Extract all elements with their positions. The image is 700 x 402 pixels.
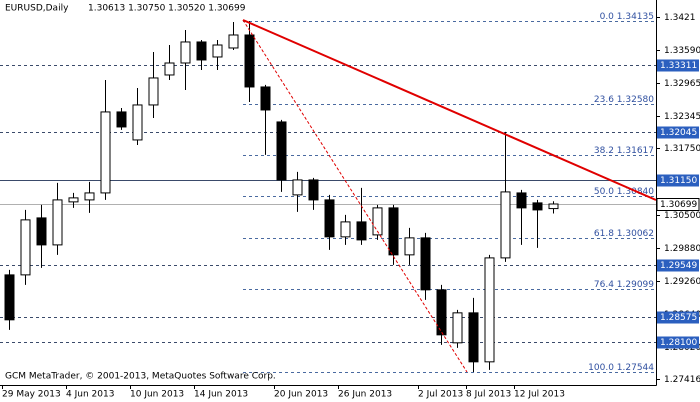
chart-title: EURUSD,Daily bbox=[5, 4, 69, 14]
y-tick-label: 1.33590 bbox=[664, 46, 700, 56]
candle-body bbox=[4, 274, 15, 321]
fib-label: 100.0 1.27544 bbox=[588, 363, 654, 373]
candle-body bbox=[500, 191, 511, 259]
fib-label: 76.4 1.29099 bbox=[594, 280, 654, 290]
candle-body bbox=[340, 221, 351, 238]
candle-body bbox=[148, 77, 159, 106]
level-label: 1.29549 bbox=[660, 261, 697, 271]
candle-body bbox=[548, 203, 559, 210]
level-label: 1.31150 bbox=[660, 176, 697, 186]
candle-body bbox=[276, 121, 287, 181]
level-label: 1.32045 bbox=[660, 128, 697, 138]
candle-body bbox=[36, 217, 47, 246]
candle-body bbox=[356, 221, 367, 241]
candle-body bbox=[84, 192, 95, 201]
price-label: 1.30699 bbox=[660, 200, 697, 210]
y-tick-label: 1.3421 bbox=[664, 13, 696, 23]
y-tick-label: 1.32965 bbox=[664, 79, 700, 89]
candle-body bbox=[484, 257, 495, 363]
candle-body bbox=[100, 111, 111, 194]
candle-body bbox=[164, 62, 175, 76]
candle-body bbox=[468, 312, 479, 363]
candle-body bbox=[308, 179, 319, 201]
x-tick-label: 20 Jun 2013 bbox=[274, 390, 328, 400]
candle-body bbox=[68, 197, 79, 203]
candle-body bbox=[452, 312, 463, 344]
level-label: 1.28100 bbox=[660, 338, 697, 348]
candle-body bbox=[180, 41, 191, 64]
y-tick-label: 1.31750 bbox=[664, 144, 700, 154]
candle-body bbox=[292, 179, 303, 196]
candle-body bbox=[20, 219, 31, 276]
candle-body bbox=[132, 104, 143, 141]
ohlc-text: 1.30613 1.30750 1.30520 1.30699 bbox=[88, 4, 246, 14]
level-label-box bbox=[657, 174, 699, 187]
x-tick-label: 10 Jun 2013 bbox=[130, 390, 184, 400]
candle-body bbox=[388, 207, 399, 256]
fib-label: 50.0 1.30840 bbox=[594, 187, 654, 197]
candle-body bbox=[436, 289, 447, 336]
y-tick-label: 1.32345 bbox=[664, 112, 700, 122]
y-tick-label: 1.27416 bbox=[664, 375, 700, 385]
x-tick-label: 26 Jun 2013 bbox=[338, 390, 392, 400]
level-label: 1.33311 bbox=[660, 61, 697, 71]
level-label-box bbox=[657, 126, 699, 139]
fib-label: 0.0 1.34135 bbox=[600, 12, 654, 22]
level-label-box bbox=[657, 336, 699, 349]
fib-trendline bbox=[242, 19, 468, 373]
candle-body bbox=[404, 237, 415, 256]
x-tick-label: 4 Jun 2013 bbox=[66, 390, 114, 400]
trendline bbox=[242, 19, 657, 201]
candle-body bbox=[516, 192, 527, 209]
candle-body bbox=[52, 199, 63, 246]
candle-body bbox=[260, 86, 271, 111]
fib-label: 61.8 1.30062 bbox=[594, 229, 654, 239]
footer: GCM MetaTrader, © 2001-2013, MetaQuotes … bbox=[5, 372, 276, 382]
x-tick-label: 8 Jul 2013 bbox=[466, 390, 511, 400]
level-label-box bbox=[657, 259, 699, 272]
candle-body bbox=[228, 34, 239, 49]
candle-body bbox=[532, 202, 543, 211]
candle-body bbox=[196, 41, 207, 61]
y-tick-label: 1.29880 bbox=[664, 244, 700, 254]
y-tick-label: 1.29260 bbox=[664, 277, 700, 287]
x-tick-label: 29 May 2013 bbox=[2, 390, 61, 400]
candle-body bbox=[324, 199, 335, 238]
x-tick-label: 14 Jun 2013 bbox=[194, 390, 248, 400]
level-label-box bbox=[657, 59, 699, 72]
candle-body bbox=[244, 34, 255, 88]
candle-body bbox=[116, 111, 127, 128]
candles bbox=[4, 21, 559, 373]
x-tick-label: 12 Jul 2013 bbox=[514, 390, 565, 400]
level-label: 1.28575 bbox=[660, 313, 697, 323]
y-tick-label: 1.30500 bbox=[664, 211, 700, 221]
candle-body bbox=[372, 207, 383, 236]
x-tick-label: 2 Jul 2013 bbox=[418, 390, 463, 400]
levels: 0.0 1.34135 23.6 1.32580 38.2 1.31617 50.0 … bbox=[0, 12, 656, 373]
level-label-box bbox=[657, 311, 699, 324]
candle-body bbox=[212, 44, 223, 58]
fib-label: 23.6 1.32580 bbox=[594, 95, 654, 105]
candle-body bbox=[420, 237, 431, 291]
fib-label: 38.2 1.31617 bbox=[594, 146, 654, 156]
